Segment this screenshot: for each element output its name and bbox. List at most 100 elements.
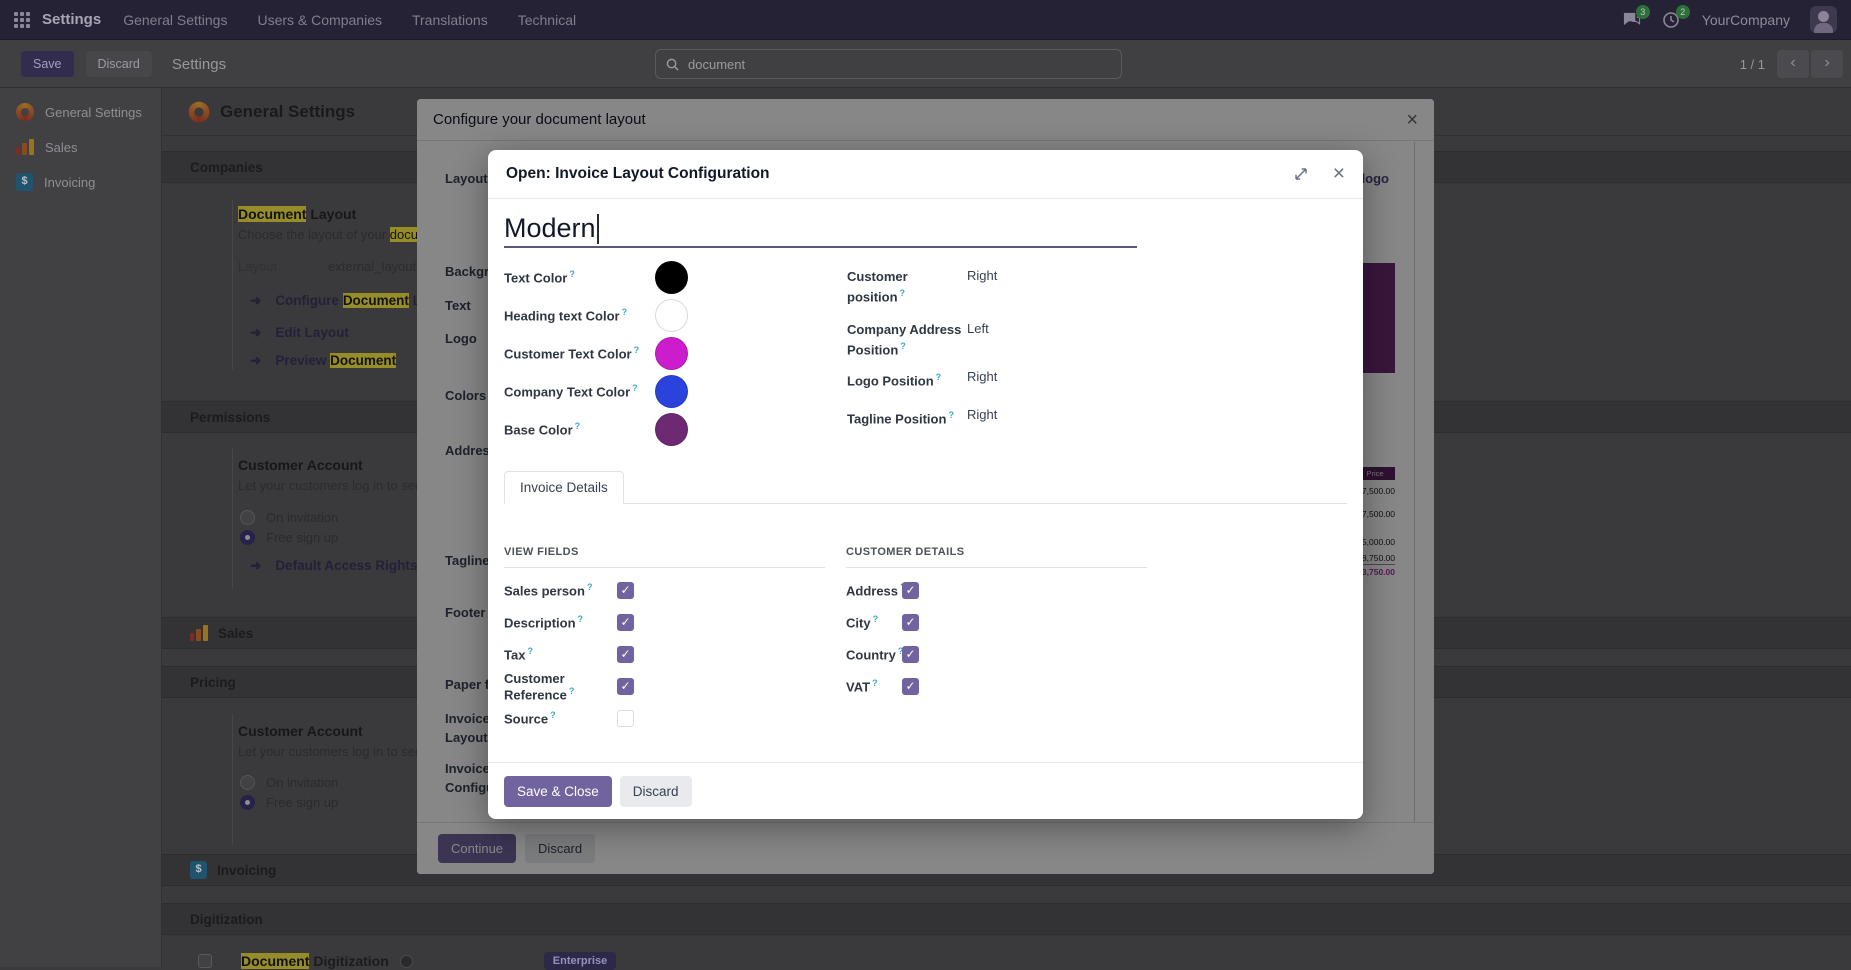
- user-avatar[interactable]: [1810, 6, 1837, 33]
- view-fields-header: VIEW FIELDS: [504, 546, 825, 568]
- layout-name-value: Modern: [504, 213, 596, 243]
- sidebar-item-sales[interactable]: Sales: [0, 130, 161, 164]
- tab-bar: Invoice Details: [504, 470, 1347, 504]
- clock-icon: [1662, 11, 1679, 28]
- configure-document-layout-link[interactable]: ➜Configure Document Layo: [250, 293, 444, 308]
- menu-translations[interactable]: Translations: [411, 11, 488, 28]
- country-checkbox[interactable]: [902, 646, 919, 663]
- expand-icon[interactable]: [1293, 166, 1309, 182]
- sales-person-row: Sales person?: [504, 582, 825, 599]
- radio-icon[interactable]: [240, 775, 255, 790]
- radio-checked-icon[interactable]: [240, 795, 255, 810]
- on-invitation-radio[interactable]: On invitation: [240, 775, 338, 790]
- sales-person-checkbox[interactable]: [617, 582, 634, 599]
- radio-icon[interactable]: [240, 510, 255, 525]
- field-label-layout: Layout: [445, 171, 488, 186]
- messages-badge: 3: [1635, 4, 1650, 19]
- tax-checkbox[interactable]: [617, 646, 634, 663]
- discard-button[interactable]: Discard: [85, 51, 152, 77]
- help-icon: ?: [899, 288, 906, 298]
- company-text-color-field: Company Text Color?: [504, 375, 847, 408]
- save-button[interactable]: Save: [21, 51, 74, 77]
- layout-name-input[interactable]: Modern: [504, 213, 1137, 248]
- messages-icon[interactable]: 3: [1622, 4, 1650, 29]
- customer-text-color-swatch[interactable]: [655, 337, 688, 370]
- enterprise-badge: Enterprise: [543, 952, 617, 970]
- radio-checked-icon[interactable]: [240, 530, 255, 545]
- preview-amount: 25,000.00: [1357, 537, 1395, 547]
- pager: 1 / 1 ‹ ›: [1740, 50, 1843, 78]
- field-label-colors: Colors: [445, 388, 487, 403]
- document-digitization-row: Document Digitization Enterprise: [198, 952, 617, 970]
- customer-position-value[interactable]: Right: [967, 268, 998, 283]
- tax-row: Tax?: [504, 646, 825, 663]
- help-icon: ?: [872, 678, 878, 689]
- company-switcher[interactable]: YourCompany: [1701, 11, 1790, 28]
- vat-row: VAT?: [846, 678, 1147, 695]
- layout-field-value[interactable]: external_layout: [328, 259, 417, 274]
- layout-field-label: Layout: [238, 259, 278, 274]
- discard-button[interactable]: Discard: [619, 775, 692, 807]
- heading-text-color-field: Heading text Color?: [504, 299, 847, 332]
- description-checkbox[interactable]: [617, 614, 634, 631]
- menu-general-settings[interactable]: General Settings: [123, 11, 228, 28]
- preview-document-link[interactable]: ➜ Preview Document: [250, 353, 397, 368]
- tagline-position-field: Tagline Position? Right: [847, 406, 998, 427]
- base-color-swatch[interactable]: [655, 413, 688, 446]
- vat-checkbox[interactable]: [902, 678, 919, 695]
- pager-value: 1 / 1: [1739, 56, 1765, 72]
- discard-button[interactable]: Discard: [525, 834, 596, 863]
- address-checkbox[interactable]: [902, 582, 919, 599]
- free-sign-up-radio[interactable]: Free sign up: [240, 795, 338, 810]
- tab-invoice-details[interactable]: Invoice Details: [504, 471, 624, 504]
- company-address-position-value[interactable]: Left: [967, 321, 989, 337]
- logo-position-value[interactable]: Right: [967, 368, 998, 384]
- customer-details-header: CUSTOMER DETAILS: [846, 546, 1147, 568]
- on-invitation-radio[interactable]: On invitation: [240, 510, 338, 525]
- current-app-name[interactable]: Settings: [42, 11, 102, 28]
- save-and-close-button[interactable]: Save & Close: [504, 775, 612, 807]
- checkbox-icon[interactable]: [198, 954, 212, 968]
- search-value: document: [688, 56, 746, 72]
- invoice-layout-configuration-modal: Open: Invoice Layout Configuration × Mod…: [488, 150, 1363, 819]
- menu-technical[interactable]: Technical: [517, 11, 577, 28]
- source-checkbox[interactable]: [617, 710, 634, 727]
- divider: [232, 200, 233, 370]
- help-icon: ?: [872, 614, 879, 625]
- activities-icon[interactable]: 2: [1662, 4, 1690, 29]
- customer-account-title: Customer Account: [238, 723, 363, 739]
- city-checkbox[interactable]: [902, 614, 919, 631]
- app-menu: General Settings Users & Companies Trans…: [123, 12, 576, 28]
- search-input[interactable]: document: [655, 49, 1122, 79]
- heading-text-color-swatch[interactable]: [655, 299, 688, 332]
- field-label-address: Address: [445, 443, 498, 458]
- free-sign-up-radio[interactable]: Free sign up: [240, 530, 338, 545]
- preview-page-edge: [1414, 142, 1415, 822]
- default-access-rights-link[interactable]: ➜ Default Access Rights: [250, 558, 418, 573]
- tagline-position-value[interactable]: Right: [967, 406, 998, 422]
- preview-amount: 18,750.00: [1357, 553, 1395, 563]
- edit-layout-link[interactable]: ➜ Edit Layout: [250, 325, 349, 340]
- apps-grid-icon[interactable]: [14, 11, 30, 28]
- sidebar-item-invoicing[interactable]: Invoicing: [0, 164, 161, 200]
- text-color-swatch[interactable]: [655, 261, 688, 294]
- source-row: Source?: [504, 710, 825, 727]
- divider: [232, 714, 233, 844]
- preview-total-amount: 43,750.00: [1357, 567, 1395, 577]
- pager-prev-button[interactable]: ‹: [1777, 50, 1809, 78]
- invoicing-icon: [190, 861, 207, 879]
- field-label-logo: Logo: [445, 331, 477, 346]
- company-text-color-swatch[interactable]: [655, 375, 688, 408]
- pager-next-button[interactable]: ›: [1811, 50, 1843, 78]
- customer-reference-checkbox[interactable]: [617, 678, 634, 695]
- close-icon[interactable]: ×: [1332, 162, 1345, 185]
- menu-users-companies[interactable]: Users & Companies: [257, 11, 382, 28]
- text-color-field: Text Color?: [504, 261, 847, 294]
- sidebar-item-general-settings[interactable]: General Settings: [0, 94, 161, 130]
- color-fields-column: Text Color? Heading text Color? Customer…: [504, 261, 847, 451]
- close-icon[interactable]: ×: [1406, 108, 1418, 131]
- description-row: Description?: [504, 614, 825, 631]
- continue-button[interactable]: Continue: [438, 834, 517, 863]
- settings-sidebar: General Settings Sales Invoicing: [0, 88, 162, 967]
- outer-modal-body: Layout Background Text Logo Colors Addre…: [417, 142, 1434, 822]
